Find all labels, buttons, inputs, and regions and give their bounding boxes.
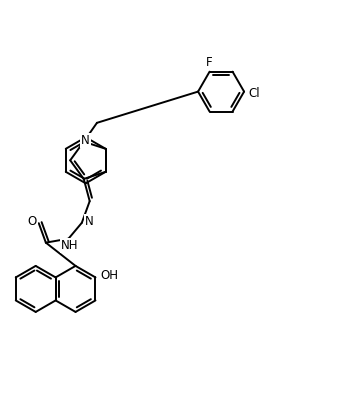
Text: Cl: Cl: [248, 87, 260, 100]
Text: NH: NH: [61, 239, 78, 252]
Text: OH: OH: [101, 269, 119, 282]
Text: N: N: [81, 134, 90, 147]
Text: F: F: [206, 56, 213, 69]
Text: O: O: [28, 215, 36, 228]
Text: N: N: [85, 215, 94, 228]
